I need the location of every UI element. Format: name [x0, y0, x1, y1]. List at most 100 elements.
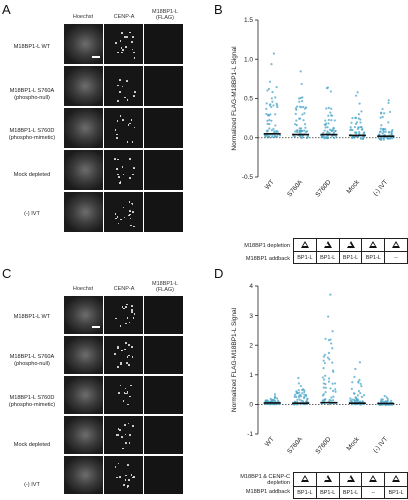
cenpa-spot — [121, 51, 123, 54]
condition-table: BP1-L BP1-L BP1-L -- BP1-L — [293, 472, 408, 499]
data-point — [349, 126, 352, 129]
cenpa-spot — [126, 391, 129, 394]
data-point — [391, 129, 394, 132]
table-cell: BP1-L — [315, 251, 340, 264]
cenpa-spot — [124, 424, 126, 426]
data-point — [327, 380, 331, 383]
table-cell: BP1-L — [361, 251, 386, 264]
table-cell — [384, 472, 408, 487]
data-point — [303, 395, 306, 399]
data-point — [298, 131, 301, 134]
data-point — [304, 394, 308, 397]
cenpa-spot — [129, 434, 131, 436]
data-point — [330, 396, 333, 399]
cenpa-spot — [125, 392, 127, 395]
data-point — [273, 130, 276, 133]
cenpa-spot — [129, 122, 131, 125]
cenpa-spot — [126, 356, 129, 358]
cenpa-spot — [127, 124, 130, 126]
hoechst-tile — [64, 376, 103, 414]
row-label-wt: M18BP1-L WT — [13, 44, 51, 50]
data-point — [355, 94, 358, 97]
cenpa-spot — [129, 158, 131, 160]
data-point — [329, 399, 333, 402]
data-point — [325, 136, 328, 139]
data-point — [330, 114, 333, 117]
cenpa-spot — [119, 182, 121, 184]
cenpa-spot — [128, 395, 131, 398]
data-point — [296, 398, 299, 401]
flag-tile — [144, 150, 183, 190]
delta-icon — [323, 475, 332, 482]
data-point — [322, 393, 325, 396]
hoechst-tile — [64, 108, 103, 148]
cenpa-spot — [130, 119, 133, 121]
data-point — [270, 129, 274, 132]
cenpa-spot — [122, 447, 124, 450]
row-label-s760d: M18BP1-L S760D (phospho-mimetic) — [8, 128, 56, 141]
delta-icon — [300, 475, 309, 482]
data-point — [380, 138, 383, 141]
cenpa-spot — [114, 466, 117, 469]
data-point — [351, 116, 354, 120]
delta-icon — [392, 475, 401, 482]
cenpa-spot — [120, 363, 122, 365]
flag-tile — [144, 192, 183, 232]
data-point — [321, 376, 324, 379]
cenpa-spot — [132, 211, 134, 213]
data-point — [385, 396, 388, 399]
cenpa-tile — [104, 192, 143, 232]
cenpa-spot — [119, 79, 121, 81]
cenpa-spot — [115, 217, 117, 220]
cenpa-spot — [123, 484, 125, 486]
data-point — [354, 122, 358, 125]
data-point — [305, 136, 309, 139]
data-point — [328, 402, 331, 406]
flag-tile — [144, 336, 183, 374]
data-point — [300, 136, 303, 140]
data-point — [324, 126, 327, 129]
data-point — [358, 361, 362, 364]
data-point — [387, 101, 390, 104]
delta-icon — [369, 240, 378, 248]
table-cell — [338, 238, 363, 252]
data-point — [324, 398, 327, 401]
data-point — [333, 136, 336, 140]
data-point — [329, 111, 332, 114]
row-label-s760a: M18BP1-L S760A (phospho-null) — [9, 88, 55, 101]
delta-icon — [392, 240, 401, 248]
hoechst-tile — [64, 66, 103, 106]
data-point — [331, 361, 334, 364]
data-point — [387, 121, 390, 124]
data-point — [274, 135, 277, 138]
data-point — [295, 108, 298, 111]
data-point — [304, 130, 308, 134]
cenpa-spot — [129, 213, 131, 216]
cenpa-spot — [133, 126, 136, 129]
cenpa-spot — [123, 216, 126, 219]
table-cell — [315, 472, 340, 487]
hoechst-tile — [64, 24, 103, 64]
panel-label-c: C — [2, 266, 12, 281]
table-cell: -- — [361, 486, 386, 499]
data-point — [271, 135, 274, 138]
data-point — [293, 395, 296, 398]
data-point — [267, 135, 270, 138]
cenpa-spot — [133, 476, 135, 479]
panel-label-b: B — [214, 2, 223, 17]
col-title-hoechst-c: Hoechst — [72, 286, 94, 292]
cenpa-spot — [133, 166, 135, 169]
x-tick-label: S760A — [286, 178, 304, 198]
cenpa-spot — [121, 306, 124, 308]
x-tick-label: (-) IVT — [372, 179, 389, 198]
data-point — [324, 119, 327, 122]
data-point — [353, 398, 356, 401]
data-point — [268, 118, 271, 122]
y-tick-label: 1.0 — [244, 56, 253, 63]
data-point — [327, 114, 330, 117]
data-point — [326, 126, 329, 129]
data-point — [304, 126, 307, 129]
table-row: BP1-L BP1-L BP1-L BP1-L -- — [293, 251, 408, 264]
data-point — [295, 124, 298, 127]
x-tick-label: (-) IVT — [372, 436, 389, 455]
